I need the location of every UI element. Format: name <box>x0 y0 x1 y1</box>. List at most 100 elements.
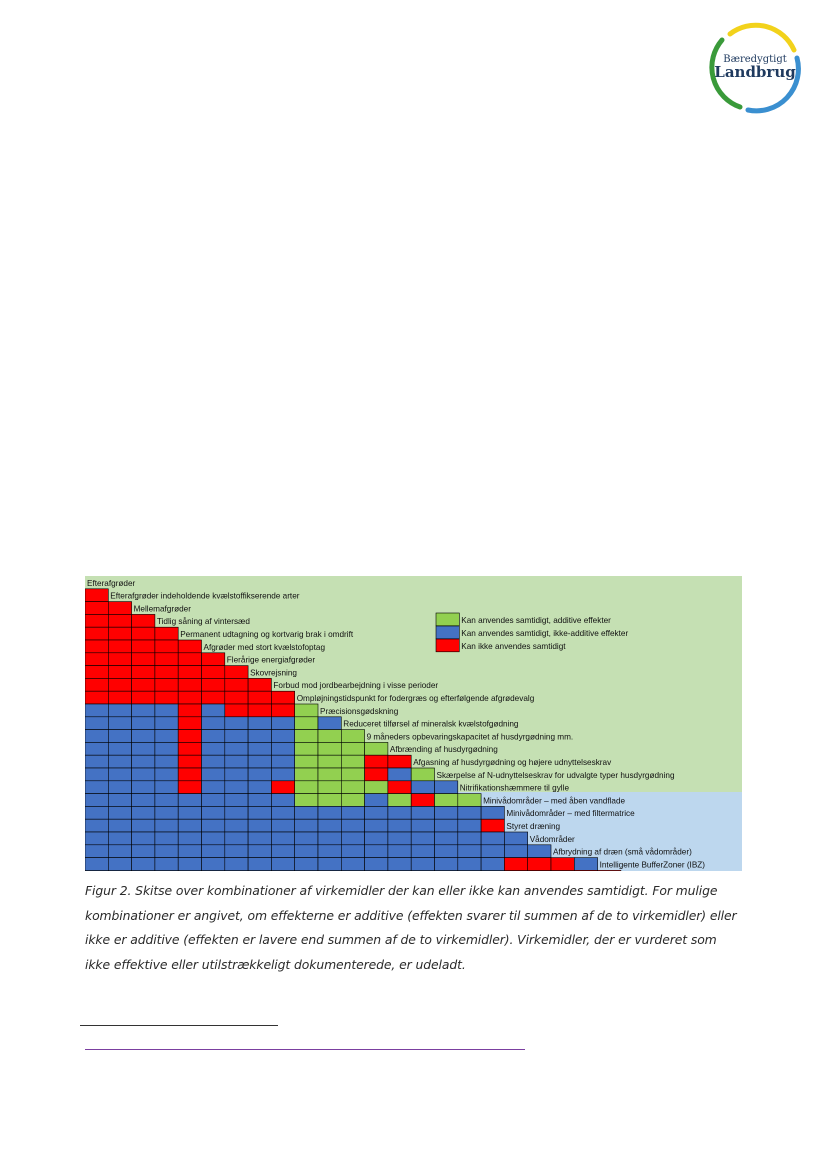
measure-label: Mellemafgrøder <box>134 604 192 613</box>
matrix-cell <box>294 754 319 769</box>
matrix-cell <box>131 639 156 654</box>
matrix-cell <box>224 844 249 858</box>
legend-swatch <box>435 638 460 653</box>
matrix-cell <box>177 870 202 871</box>
matrix-cell <box>271 690 295 705</box>
measure-label: Reduceret tilførsel af mineralsk kvælsto… <box>343 720 519 729</box>
measure-label: 9 måneders opbevaringskapacitet af husdy… <box>367 731 574 741</box>
matrix-cell <box>317 870 342 871</box>
matrix-cell <box>201 818 226 833</box>
matrix-cell <box>107 678 132 692</box>
matrix-cell <box>131 690 156 705</box>
measure-label: Afbrænding af husdyrgødning <box>390 745 498 754</box>
matrix-cell <box>317 818 342 833</box>
matrix-cell <box>107 818 132 833</box>
matrix-cell <box>85 729 109 743</box>
matrix-cell <box>224 780 249 794</box>
matrix-cell <box>480 857 505 871</box>
matrix-cell <box>504 844 528 858</box>
matrix-cell <box>85 818 109 833</box>
matrix-cell <box>597 870 622 871</box>
matrix-cell <box>131 678 156 692</box>
matrix-cell <box>107 806 132 820</box>
matrix-cell <box>247 844 272 858</box>
matrix-cell <box>131 870 156 871</box>
matrix-cell <box>107 742 132 756</box>
matrix-cell <box>480 818 505 833</box>
matrix-cell <box>201 729 226 743</box>
matrix-cell <box>294 742 319 756</box>
matrix-cell <box>107 652 132 666</box>
matrix-cell <box>317 754 342 769</box>
measure-label: Præcisionsgødskning <box>320 707 399 716</box>
matrix-cell <box>177 806 202 820</box>
matrix-cell <box>177 716 202 730</box>
matrix-cell <box>154 857 179 871</box>
baeredygtigt-landbrug-logo: Bæredygtigt Landbrug <box>709 22 801 114</box>
matrix-cell <box>85 806 109 820</box>
matrix-cell <box>340 742 365 756</box>
matrix-cell <box>85 844 109 858</box>
matrix-cell <box>85 754 109 769</box>
matrix-cell <box>177 703 202 718</box>
matrix-cell <box>294 870 319 871</box>
matrix-cell <box>294 780 319 794</box>
matrix-cell <box>224 831 249 846</box>
matrix-cell <box>410 818 435 833</box>
matrix-cell <box>107 754 132 769</box>
matrix-cell <box>271 729 295 743</box>
measure-label: Ompløjningstidspunkt for fodergræs og ef… <box>297 694 535 703</box>
measure-labels: Efterafgrøder Efterafgrøder indeholdende … <box>87 579 705 870</box>
matrix-cell <box>271 754 295 769</box>
matrix-cell <box>410 780 435 794</box>
matrix-cell <box>573 857 598 871</box>
matrix-cell <box>107 690 132 705</box>
matrix-cell <box>177 665 202 679</box>
measure-label: Minivådområder – med åben vandflade <box>483 795 625 805</box>
matrix-cell <box>201 870 226 871</box>
matrix-cell <box>410 767 435 782</box>
legend: Kan anvendes samtidigt, additive effekte… <box>435 612 628 653</box>
matrix-cell <box>154 780 179 794</box>
matrix-cell <box>387 793 412 807</box>
matrix-cell <box>271 857 295 871</box>
matrix-cell <box>201 754 226 769</box>
measure-label: Vådområder <box>530 834 575 844</box>
measure-label: Skærpelse af N-udnyttelseskrav for udval… <box>437 771 675 780</box>
matrix-cell <box>85 780 109 794</box>
matrix-cell <box>410 793 435 807</box>
matrix-cell <box>271 742 295 756</box>
matrix-cell <box>85 626 109 641</box>
matrix-cell <box>480 806 505 820</box>
matrix-cell <box>131 652 156 666</box>
matrix-cell <box>224 690 249 705</box>
matrix-cell <box>247 793 272 807</box>
matrix-cell <box>107 870 132 871</box>
matrix-cell <box>271 793 295 807</box>
virkemidler-combination-figure: Efterafgrøder Efterafgrøder indeholdende … <box>85 576 742 871</box>
matrix-cell <box>364 857 389 871</box>
matrix-cell <box>177 780 202 794</box>
matrix-cell <box>364 742 389 756</box>
matrix-cell <box>434 818 459 833</box>
matrix-cell <box>201 678 226 692</box>
matrix-cell <box>364 754 389 769</box>
matrix-cell <box>387 857 412 871</box>
matrix-cell <box>107 767 132 782</box>
matrix-cell <box>131 767 156 782</box>
measure-label: Nitrifikationshæmmere til gylle <box>460 784 570 793</box>
matrix-cell <box>247 742 272 756</box>
matrix-cell <box>504 857 528 871</box>
matrix-cell <box>201 703 226 718</box>
matrix-cell <box>340 857 365 871</box>
matrix-cell <box>550 857 575 871</box>
matrix-cell <box>317 857 342 871</box>
matrix-cell <box>131 857 156 871</box>
footnote-link-underline[interactable] <box>85 1049 525 1050</box>
matrix-cell <box>201 831 226 846</box>
matrix-cell <box>294 703 319 718</box>
matrix-cell <box>85 703 109 718</box>
measure-label: Efterafgrøder <box>87 579 136 588</box>
matrix-cell <box>457 793 482 807</box>
matrix-cell <box>85 870 109 871</box>
